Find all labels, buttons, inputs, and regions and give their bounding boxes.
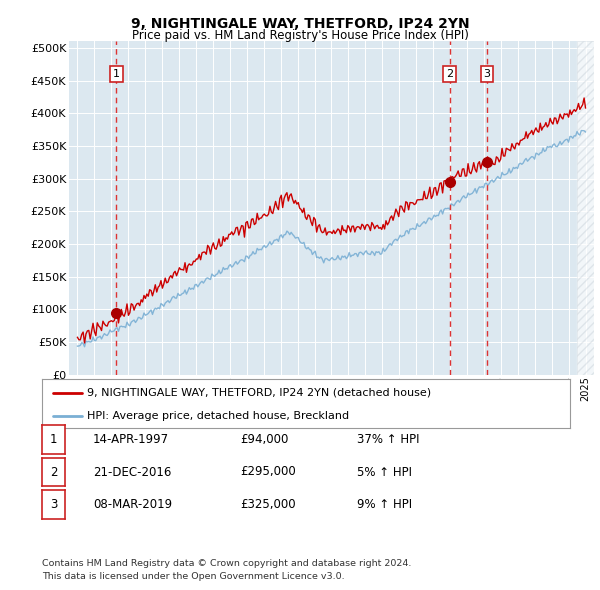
Text: Price paid vs. HM Land Registry's House Price Index (HPI): Price paid vs. HM Land Registry's House … <box>131 30 469 42</box>
Text: 08-MAR-2019: 08-MAR-2019 <box>93 498 172 511</box>
Text: 3: 3 <box>50 498 57 511</box>
Text: HPI: Average price, detached house, Breckland: HPI: Average price, detached house, Brec… <box>87 411 349 421</box>
Text: £295,000: £295,000 <box>240 466 296 478</box>
Text: 14-APR-1997: 14-APR-1997 <box>93 433 169 446</box>
Text: Contains HM Land Registry data © Crown copyright and database right 2024.
This d: Contains HM Land Registry data © Crown c… <box>42 559 412 581</box>
Text: 9, NIGHTINGALE WAY, THETFORD, IP24 2YN: 9, NIGHTINGALE WAY, THETFORD, IP24 2YN <box>131 17 469 31</box>
Text: 1: 1 <box>113 69 120 79</box>
Text: 9% ↑ HPI: 9% ↑ HPI <box>357 498 412 511</box>
Text: 1: 1 <box>50 433 57 446</box>
Text: 9, NIGHTINGALE WAY, THETFORD, IP24 2YN (detached house): 9, NIGHTINGALE WAY, THETFORD, IP24 2YN (… <box>87 388 431 398</box>
Text: 2: 2 <box>50 466 57 478</box>
Text: 5% ↑ HPI: 5% ↑ HPI <box>357 466 412 478</box>
Text: £94,000: £94,000 <box>240 433 289 446</box>
Text: 2: 2 <box>446 69 453 79</box>
Text: 3: 3 <box>484 69 491 79</box>
Text: 21-DEC-2016: 21-DEC-2016 <box>93 466 172 478</box>
Text: 37% ↑ HPI: 37% ↑ HPI <box>357 433 419 446</box>
Bar <box>577 41 594 375</box>
Text: £325,000: £325,000 <box>240 498 296 511</box>
